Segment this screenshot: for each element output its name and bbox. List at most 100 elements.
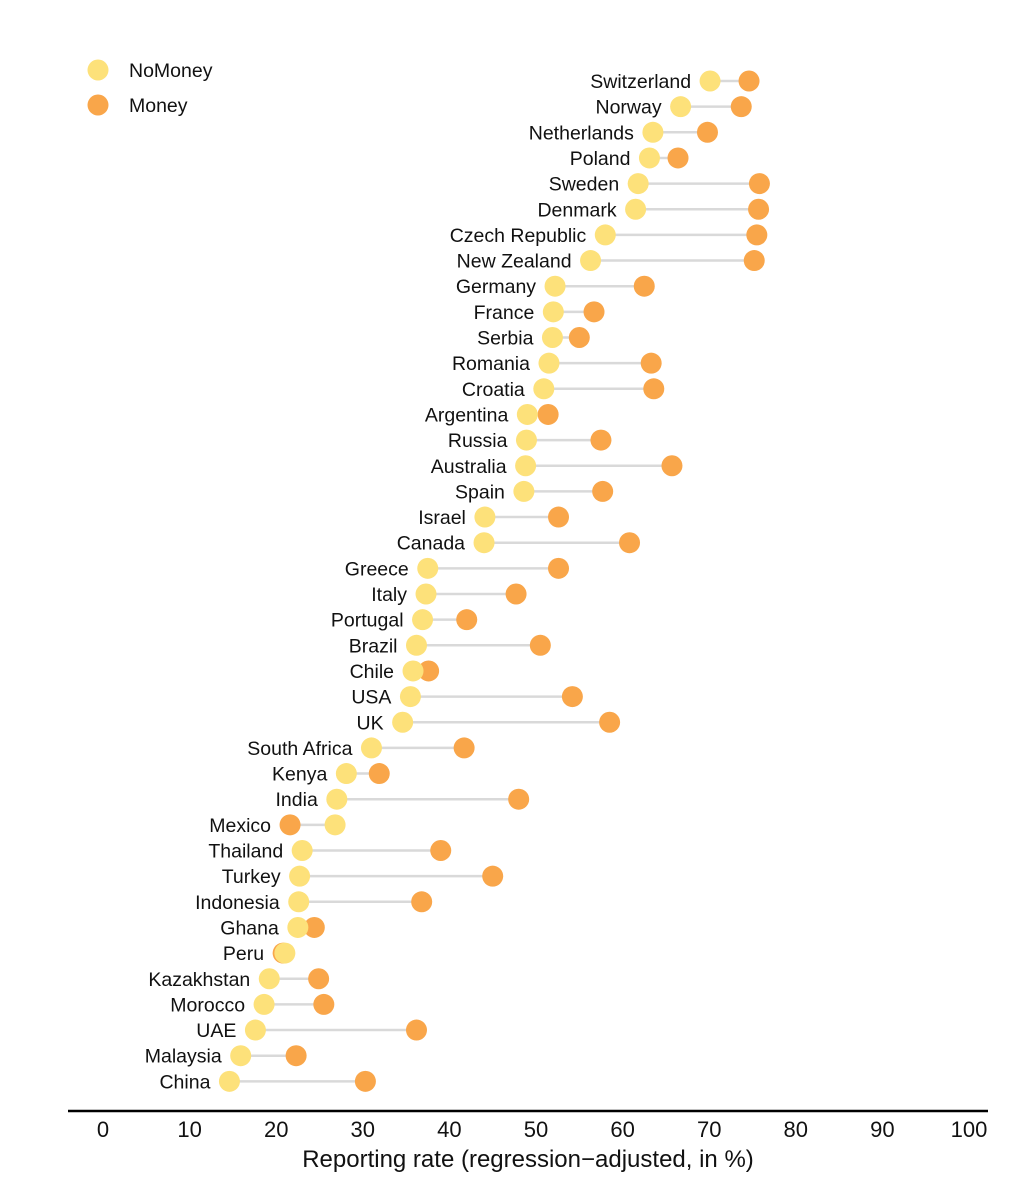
x-tick-label: 10: [177, 1117, 201, 1142]
country-label: Brazil: [349, 635, 398, 657]
country-label: Canada: [397, 533, 465, 555]
nomoney-point: [402, 660, 424, 682]
country-row: Turkey: [222, 865, 504, 888]
country-label: Malaysia: [145, 1046, 222, 1068]
country-label: Spain: [455, 481, 505, 503]
nomoney-point: [392, 711, 414, 733]
money-point: [537, 403, 559, 425]
country-label: Italy: [371, 584, 407, 606]
country-row: Australia: [431, 455, 683, 478]
country-row: Chile: [350, 660, 440, 683]
x-tick-label: 30: [351, 1117, 375, 1142]
country-label: Switzerland: [590, 71, 691, 93]
nomoney-point: [699, 70, 721, 92]
nomoney-point: [515, 429, 537, 451]
x-axis: 0 10 20 30 40 50 60 70 80 90 100: [68, 1109, 988, 1142]
money-point: [748, 198, 770, 220]
x-tick-label: 80: [784, 1117, 808, 1142]
country-label: Serbia: [477, 328, 534, 350]
nomoney-point: [230, 1045, 252, 1067]
country-label: Morocco: [170, 994, 245, 1016]
nomoney-point: [580, 250, 602, 272]
money-point: [743, 250, 765, 272]
country-label: China: [159, 1071, 210, 1093]
country-label: Kazakhstan: [148, 969, 250, 991]
money-point: [667, 147, 689, 169]
nomoney-point: [513, 480, 535, 502]
x-tick-label: 20: [264, 1117, 288, 1142]
x-axis-title: Reporting rate (regression−adjusted, in …: [302, 1146, 754, 1173]
country-row: Switzerland: [590, 70, 760, 93]
country-label: UAE: [196, 1020, 236, 1042]
country-label: Croatia: [462, 379, 525, 401]
country-label: Greece: [345, 558, 409, 580]
nomoney-point: [533, 378, 555, 400]
money-point: [599, 711, 621, 733]
nomoney-point: [516, 403, 538, 425]
country-label: UK: [357, 712, 384, 734]
country-label: Mexico: [209, 815, 271, 837]
money-point: [738, 70, 760, 92]
country-label: Romania: [452, 353, 530, 375]
nomoney-point: [326, 788, 348, 810]
money-point: [730, 96, 752, 118]
nomoney-point: [594, 224, 616, 246]
country-row: Canada: [397, 532, 641, 555]
country-row: Germany: [456, 275, 655, 298]
nomoney-point: [289, 865, 311, 887]
money-point: [303, 916, 325, 938]
country-row: India: [276, 788, 530, 811]
x-tick-label: 60: [610, 1117, 634, 1142]
country-row: Czech Republic: [450, 224, 768, 247]
country-label: Russia: [448, 430, 508, 452]
country-label: Australia: [431, 456, 507, 478]
country-label: Czech Republic: [450, 225, 587, 247]
money-point: [453, 737, 475, 759]
nomoney-point: [274, 942, 296, 964]
country-row: Romania: [452, 352, 662, 375]
country-label: Ghana: [220, 917, 279, 939]
nomoney-point: [417, 557, 439, 579]
country-row: Poland: [570, 147, 689, 170]
nomoney-point: [473, 532, 495, 554]
nomoney-point: [627, 173, 649, 195]
country-label: Denmark: [537, 199, 616, 221]
country-row: Peru: [223, 942, 296, 965]
nomoney-point: [670, 96, 692, 118]
money-point: [748, 173, 770, 195]
money-point: [368, 763, 390, 785]
nomoney-point: [538, 352, 560, 374]
country-label: New Zealand: [457, 251, 572, 273]
country-label: Kenya: [272, 764, 327, 786]
country-label: Thailand: [208, 841, 283, 863]
x-tick-label: 50: [524, 1117, 548, 1142]
country-label: Norway: [596, 97, 662, 119]
nomoney-point: [515, 455, 537, 477]
country-row: Indonesia: [195, 891, 433, 914]
country-row: Portugal: [331, 609, 478, 632]
country-row: Morocco: [170, 993, 335, 1016]
country-label: Turkey: [222, 866, 281, 888]
country-label: Portugal: [331, 610, 404, 632]
nomoney-point: [291, 840, 313, 861]
x-tick-label: 70: [697, 1117, 721, 1142]
nomoney-point: [324, 814, 346, 836]
nomoney-point: [258, 968, 280, 990]
nomoney-point: [541, 327, 563, 348]
money-point: [548, 506, 570, 528]
nomoney-point: [415, 583, 437, 605]
nomoney-point: [218, 1070, 240, 1092]
country-row: Norway: [596, 96, 752, 119]
nomoney-point: [405, 634, 427, 656]
country-row: Denmark: [537, 198, 770, 221]
nomoney-point: [638, 147, 660, 169]
money-point: [505, 583, 527, 605]
money-point: [640, 352, 662, 374]
country-row: Mexico: [209, 814, 346, 837]
x-tick-label: 90: [870, 1117, 894, 1142]
country-row: France: [474, 301, 605, 324]
country-row: Ghana: [220, 916, 325, 939]
country-row: UK: [357, 711, 621, 734]
country-row: Kazakhstan: [148, 968, 330, 991]
